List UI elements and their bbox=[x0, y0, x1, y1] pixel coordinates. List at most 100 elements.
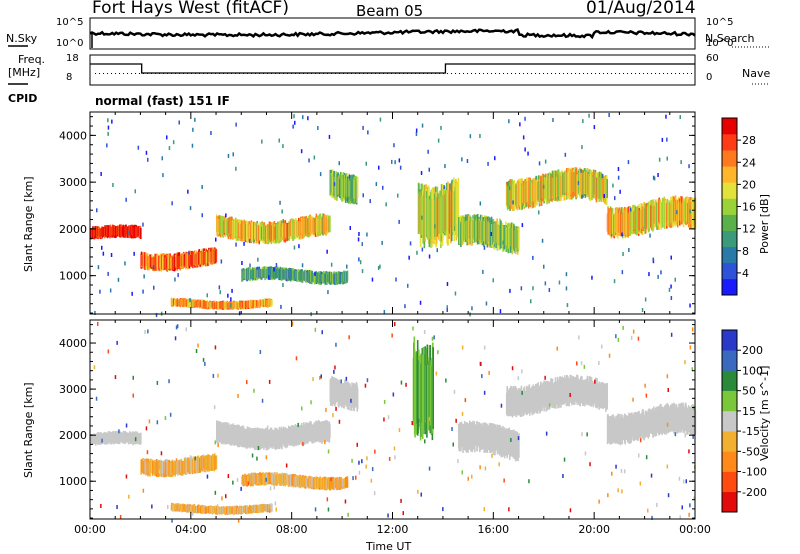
heatmap-speckle bbox=[652, 257, 654, 262]
heatmap-speckle bbox=[225, 494, 227, 499]
colorbar-swatch bbox=[722, 410, 737, 432]
heatmap-speckle bbox=[155, 313, 158, 318]
heatmap-speckle bbox=[483, 345, 486, 350]
heatmap-speckle bbox=[327, 290, 329, 295]
heatmap-speckle bbox=[107, 131, 109, 136]
heatmap-speckle bbox=[651, 515, 653, 520]
nsearch-label: N.Search bbox=[705, 32, 755, 45]
heatmap-speckle bbox=[206, 293, 208, 298]
heatmap-speckle bbox=[397, 193, 399, 198]
heatmap-speckle bbox=[530, 299, 532, 304]
heatmap-speckle bbox=[481, 374, 483, 379]
heatmap-speckle bbox=[681, 505, 683, 510]
heatmap-speckle bbox=[301, 406, 303, 411]
heatmap-speckle bbox=[404, 304, 406, 309]
heatmap-speckle bbox=[428, 167, 430, 172]
heatmap-speckle bbox=[479, 134, 481, 138]
heatmap-speckle bbox=[301, 263, 304, 268]
heatmap-speckle bbox=[210, 131, 212, 135]
heatmap-speckle bbox=[499, 309, 502, 314]
heatmap-cell bbox=[606, 382, 608, 410]
heatmap-speckle bbox=[538, 210, 540, 215]
heatmap-speckle bbox=[112, 183, 114, 187]
heatmap-speckle bbox=[235, 242, 237, 247]
heatmap-speckle bbox=[340, 379, 342, 384]
heatmap-speckle bbox=[580, 168, 582, 173]
heatmap-speckle bbox=[670, 284, 672, 289]
heatmap-speckle bbox=[151, 504, 153, 509]
heatmap-speckle bbox=[307, 116, 309, 121]
heatmap-speckle bbox=[615, 464, 617, 469]
heatmap-speckle bbox=[281, 209, 283, 214]
heatmap-speckle bbox=[542, 184, 545, 189]
heatmap-speckle bbox=[444, 164, 446, 169]
heatmap-speckle bbox=[134, 437, 137, 442]
heatmap-speckle bbox=[680, 160, 682, 165]
heatmap-speckle bbox=[273, 267, 275, 272]
heatmap-cell bbox=[356, 388, 359, 410]
heatmap-speckle bbox=[490, 232, 492, 236]
heatmap-speckle bbox=[398, 219, 400, 224]
heatmap-speckle bbox=[666, 137, 668, 142]
noise-top-tick: 10^5 bbox=[56, 17, 84, 28]
colorbar-swatch bbox=[722, 198, 737, 215]
heatmap-speckle bbox=[338, 161, 340, 166]
heatmap-speckle bbox=[383, 399, 386, 404]
heatmap-speckle bbox=[187, 189, 189, 194]
heatmap-speckle bbox=[324, 440, 326, 445]
heatmap-speckle bbox=[638, 453, 640, 458]
heatmap-speckle bbox=[558, 280, 561, 285]
heatmap-speckle bbox=[580, 361, 583, 366]
heatmap-speckle bbox=[399, 165, 402, 170]
heatmap-speckle bbox=[124, 261, 126, 266]
heatmap-speckle bbox=[688, 449, 690, 454]
x-tick-label: 04:00 bbox=[175, 523, 207, 536]
heatmap-cell bbox=[215, 249, 218, 263]
heatmap-speckle bbox=[364, 383, 367, 388]
heatmap-speckle bbox=[552, 118, 554, 122]
heatmap-speckle bbox=[492, 278, 494, 283]
colorbar-swatch bbox=[722, 431, 737, 452]
y-tick-label: 4000 bbox=[59, 337, 87, 350]
freq-bottom-tick: 8 bbox=[66, 72, 73, 83]
heatmap-speckle bbox=[581, 145, 583, 150]
heatmap-speckle bbox=[637, 336, 640, 341]
heatmap-speckle bbox=[521, 369, 523, 374]
heatmap-speckle bbox=[145, 150, 148, 155]
heatmap-speckle bbox=[375, 182, 378, 187]
heatmap-speckle bbox=[412, 326, 414, 331]
heatmap-speckle bbox=[632, 329, 635, 334]
heatmap-speckle bbox=[617, 488, 619, 493]
heatmap-speckle bbox=[584, 451, 587, 456]
heatmap-speckle bbox=[212, 373, 215, 378]
heatmap-speckle bbox=[670, 296, 673, 300]
heatmap-speckle bbox=[556, 346, 558, 351]
nave-bottom-tick: 0 bbox=[706, 72, 713, 83]
heatmap-speckle bbox=[361, 459, 363, 464]
heatmap-speckle bbox=[327, 507, 330, 512]
heatmap-speckle bbox=[145, 426, 148, 431]
heatmap-speckle bbox=[293, 245, 296, 250]
heatmap-speckle bbox=[107, 118, 109, 123]
heatmap-speckle bbox=[185, 327, 187, 332]
heatmap-speckle bbox=[355, 475, 357, 480]
heatmap-speckle bbox=[243, 241, 245, 246]
colorbar-swatch bbox=[722, 278, 737, 296]
heatmap-speckle bbox=[358, 232, 360, 236]
heatmap-speckle bbox=[162, 173, 164, 178]
heatmap-speckle bbox=[423, 330, 426, 335]
heatmap-speckle bbox=[282, 144, 284, 149]
heatmap-speckle bbox=[603, 194, 605, 198]
heatmap-cell bbox=[346, 476, 349, 488]
heatmap-speckle bbox=[156, 420, 159, 425]
freq-unit-label: [MHz] bbox=[8, 66, 41, 79]
heatmap-speckle bbox=[446, 305, 448, 310]
heatmap-speckle bbox=[194, 117, 196, 122]
heatmap-speckle bbox=[679, 115, 681, 120]
heatmap-speckle bbox=[317, 126, 319, 130]
heatmap-speckle bbox=[249, 263, 251, 268]
nave-label: Nave bbox=[742, 67, 771, 80]
heatmap-speckle bbox=[177, 273, 179, 278]
heatmap-speckle bbox=[648, 272, 650, 277]
heatmap-speckle bbox=[97, 321, 99, 326]
